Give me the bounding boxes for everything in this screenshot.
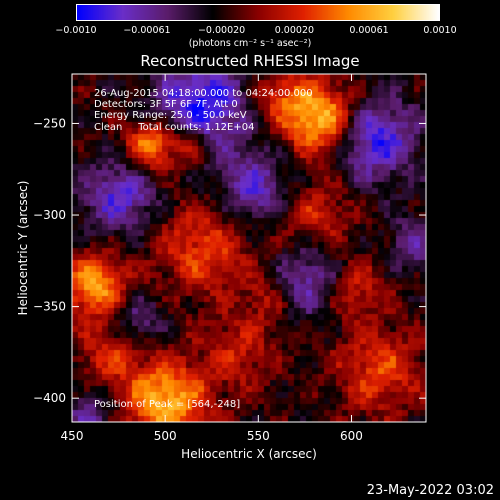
x-tick-label: 550 bbox=[247, 429, 270, 443]
annotation-clean-counts: Clean Total counts: 1.12E+04 bbox=[94, 122, 254, 133]
y-tick-label: −250 bbox=[33, 116, 66, 130]
annotation-peak-position: Position of Peak = [564,-248] bbox=[94, 399, 240, 410]
y-tick-label: −350 bbox=[33, 300, 66, 314]
colorbar-tick-label: −0.00020 bbox=[197, 25, 246, 36]
x-tick-label: 600 bbox=[340, 429, 363, 443]
colorbar-units: (photons cm⁻² s⁻¹ asec⁻²) bbox=[188, 38, 312, 49]
colorbar-tick-label: −0.0010 bbox=[55, 25, 97, 36]
y-axis-ticks: −250 −300 −350 −400 bbox=[33, 116, 426, 405]
colorbar-tick-label: 0.0010 bbox=[423, 25, 457, 36]
annotations: 26-Aug-2015 04:18:00.000 to 04:24:00.000… bbox=[94, 88, 313, 410]
annotation-detectors: Detectors: 3F 5F 6F 7F, Att 0 bbox=[94, 99, 238, 110]
x-axis-ticks: 450 500 550 600 bbox=[61, 74, 363, 443]
plot-frame bbox=[71, 73, 427, 423]
colorbar-tick-label: 0.00020 bbox=[274, 25, 315, 36]
footer-timestamp: 23-May-2022 03:02 bbox=[366, 483, 494, 498]
colorbar-tick-label: 0.00061 bbox=[349, 25, 389, 36]
x-axis-label: Heliocentric X (arcsec) bbox=[181, 447, 317, 461]
x-tick-label: 450 bbox=[61, 429, 84, 443]
annotation-energy-range: Energy Range: 25.0 - 50.0 keV bbox=[94, 110, 247, 121]
y-tick-label: −400 bbox=[33, 391, 66, 405]
colorbar bbox=[76, 4, 440, 21]
chart-title: Reconstructed RHESSI Image bbox=[140, 52, 360, 70]
y-axis-label: Heliocentric Y (arcsec) bbox=[16, 181, 30, 316]
annotation-time-range: 26-Aug-2015 04:18:00.000 to 04:24:00.000 bbox=[94, 88, 313, 99]
heatmap-image-wrapper bbox=[72, 74, 426, 422]
x-tick-label: 500 bbox=[154, 429, 177, 443]
y-tick-label: −300 bbox=[33, 208, 66, 222]
heatmap-image bbox=[72, 74, 426, 422]
colorbar-tick-label: −0.00061 bbox=[123, 25, 171, 36]
